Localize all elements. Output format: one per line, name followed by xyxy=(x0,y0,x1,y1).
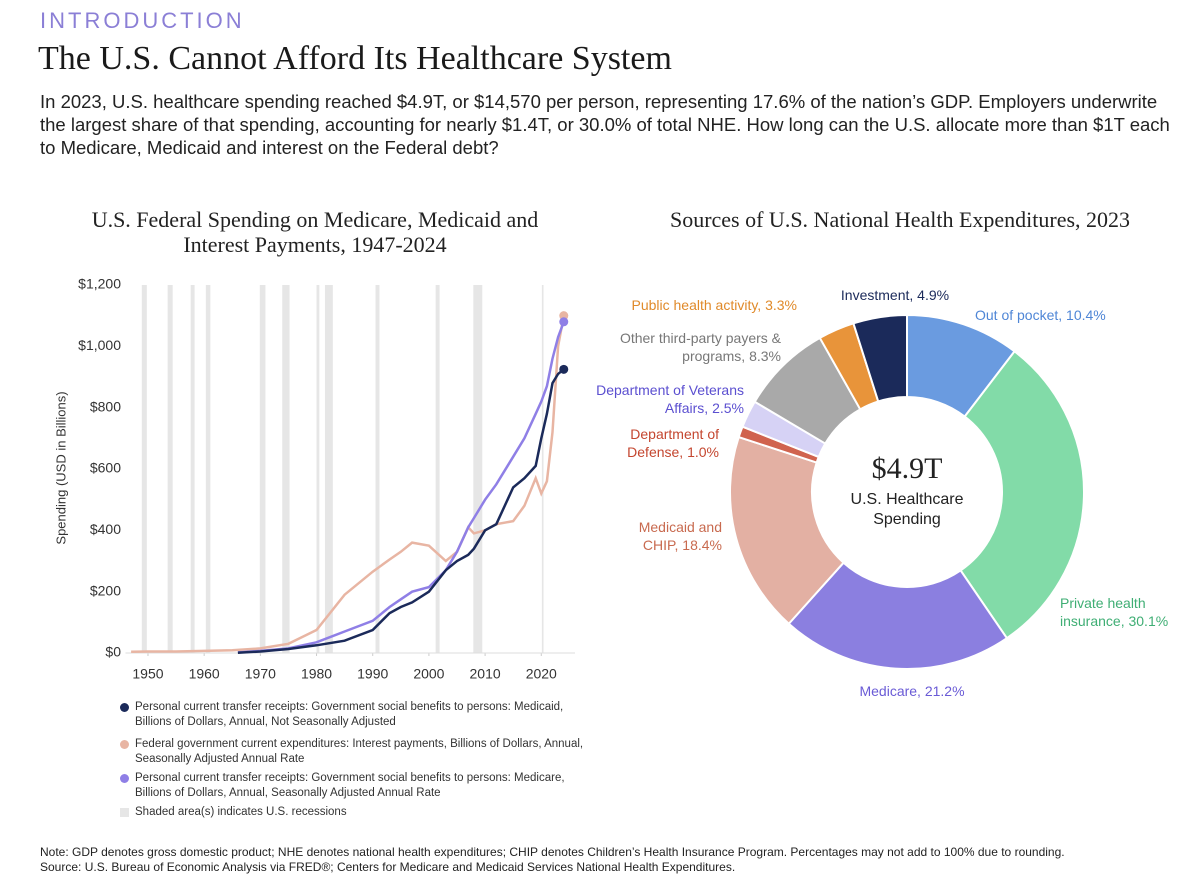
legend-marker xyxy=(120,774,129,783)
series-line xyxy=(237,368,565,654)
recession-band xyxy=(205,285,211,653)
end-marker xyxy=(559,317,569,327)
slice-label: Department of Defense, 1.0% xyxy=(627,426,719,460)
legend-label: Personal current transfer receipts: Gove… xyxy=(135,772,565,799)
notes: Note: GDP denotes gross domestic product… xyxy=(40,845,1065,875)
series-line xyxy=(237,321,565,654)
center-value: $4.9T xyxy=(871,452,943,485)
source: Source: U.S. Bureau of Economic Analysis… xyxy=(40,860,736,874)
recession-band xyxy=(141,285,147,653)
legend-marker xyxy=(120,703,129,712)
recession-band xyxy=(316,285,320,653)
slice-label: Medicaid and CHIP, 18.4% xyxy=(638,519,722,553)
x-tick-label: 1990 xyxy=(357,666,388,682)
page-title: The U.S. Cannot Afford Its Healthcare Sy… xyxy=(38,40,672,77)
slice-label: Public health activity, 3.3% xyxy=(631,297,798,313)
recession-band xyxy=(435,285,440,653)
recession-band xyxy=(324,285,333,653)
y-tick-label: $1,200 xyxy=(78,276,121,292)
slice-label: Other third-party payers & programs, 8.3… xyxy=(619,330,781,364)
legend-item: Shaded area(s) indicates U.S. recessions xyxy=(120,805,600,820)
pie-slice xyxy=(729,435,845,626)
x-tick-label: 1960 xyxy=(189,666,220,682)
end-marker xyxy=(559,364,569,374)
x-tick-label: 2000 xyxy=(413,666,444,682)
recession-band xyxy=(282,285,290,653)
pie-slice xyxy=(787,561,1009,670)
legend-item: Personal current transfer receipts: Gove… xyxy=(120,700,600,730)
x-tick-label: 1950 xyxy=(132,666,163,682)
series-line xyxy=(131,315,566,654)
pie-slice xyxy=(852,313,908,403)
slice-label: Out of pocket, 10.4% xyxy=(975,307,1106,323)
recession-band xyxy=(541,285,544,653)
recession-band xyxy=(259,285,266,653)
x-tick-label: 2020 xyxy=(526,666,557,682)
recession-band xyxy=(190,285,195,653)
legend-label: Federal government current expenditures:… xyxy=(135,738,584,765)
y-tick-label: $200 xyxy=(90,582,121,598)
x-tick-label: 1970 xyxy=(245,666,276,682)
chart-title: U.S. Federal Spending on Medicare, Medic… xyxy=(91,207,539,257)
slice-label: Department of Veterans Affairs, 2.5% xyxy=(596,382,744,416)
y-tick-label: $400 xyxy=(90,521,121,537)
pie-slice xyxy=(959,349,1085,640)
slice-label: Private health insurance, 30.1% xyxy=(1060,595,1169,629)
y-tick-label: $0 xyxy=(105,644,121,660)
legend-item: Federal government current expenditures:… xyxy=(120,737,600,767)
x-tick-label: 1980 xyxy=(301,666,332,682)
slice-label: Investment, 4.9% xyxy=(840,287,950,303)
legend-label: Personal current transfer receipts: Gove… xyxy=(135,701,564,728)
center-label: U.S. Healthcare Spending xyxy=(850,491,964,528)
recession-band xyxy=(473,285,483,653)
x-tick-label: 2010 xyxy=(470,666,501,682)
legend-label: Shaded area(s) indicates U.S. recessions xyxy=(135,806,347,818)
note: Note: GDP denotes gross domestic product… xyxy=(40,845,1065,859)
legend-item: Personal current transfer receipts: Gove… xyxy=(120,771,600,801)
kicker: INTRODUCTION xyxy=(40,8,245,33)
chart-title: Sources of U.S. National Health Expendit… xyxy=(669,207,1131,232)
y-tick-label: $600 xyxy=(90,460,121,476)
y-tick-label: $1,000 xyxy=(78,337,121,353)
y-axis-label: Spending (USD in Billions) xyxy=(53,391,68,544)
y-tick-label: $800 xyxy=(90,398,121,414)
recession-band xyxy=(375,285,380,653)
legend-marker xyxy=(120,808,129,817)
intro-text: In 2023, U.S. healthcare spending reache… xyxy=(40,91,1170,158)
slice-label: Medicare, 21.2% xyxy=(859,683,965,699)
legend-marker xyxy=(120,740,129,749)
recession-band xyxy=(167,285,173,653)
